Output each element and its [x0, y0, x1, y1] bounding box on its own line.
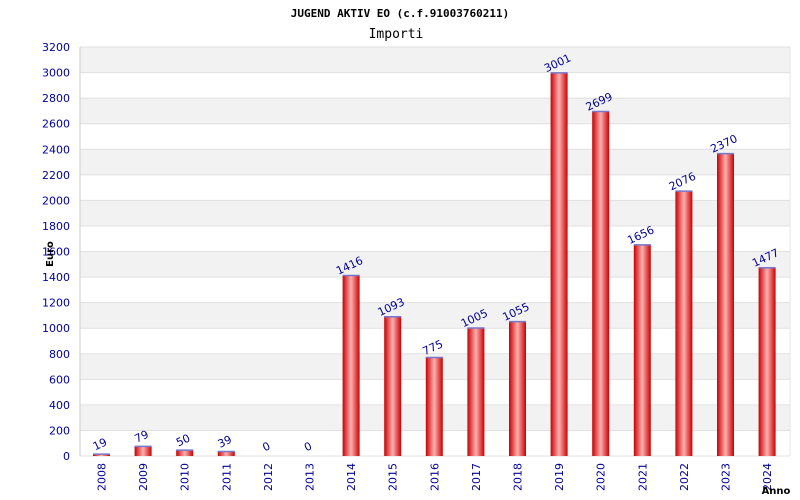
- bar: [384, 316, 402, 456]
- x-tick-label: 2022: [678, 463, 691, 491]
- grid-band: [80, 251, 790, 278]
- bar: [633, 244, 651, 456]
- y-tick-label: 400: [49, 399, 70, 412]
- y-tick-label: 2400: [42, 143, 70, 156]
- x-tick-label: 2013: [304, 463, 317, 491]
- bar: [592, 111, 610, 457]
- plot-background: [79, 46, 791, 457]
- data-label: 0: [261, 439, 273, 454]
- x-tick-label: 2014: [345, 463, 358, 491]
- grid-band: [80, 47, 790, 73]
- x-tick-label: 2010: [179, 463, 192, 491]
- grid-band: [80, 98, 790, 124]
- bar: [550, 72, 568, 456]
- x-axis-label: Anno: [762, 486, 791, 497]
- y-tick-label: 2600: [42, 118, 70, 131]
- x-tick-label: 2009: [137, 463, 150, 491]
- x-tick-label: 2019: [553, 463, 566, 491]
- y-tick-label: 600: [49, 373, 70, 386]
- bar: [134, 445, 152, 456]
- bar: [467, 327, 485, 456]
- data-label: 50: [174, 432, 192, 450]
- x-tick-label: 2021: [636, 463, 649, 491]
- y-tick-label: 3000: [42, 67, 70, 80]
- bar: [176, 449, 194, 456]
- y-tick-label: 2000: [42, 194, 70, 207]
- bar: [758, 267, 776, 456]
- chart-title: JUGEND AKTIV EO (c.f.91003760211): [291, 7, 510, 20]
- y-tick-label: 3200: [42, 41, 70, 54]
- data-label: 0: [302, 439, 314, 454]
- x-tick-label: 2017: [470, 463, 483, 491]
- bar: [717, 153, 734, 456]
- bar-series: [93, 72, 776, 457]
- y-tick-label: 200: [49, 424, 70, 437]
- y-tick-label: 2200: [42, 169, 70, 182]
- x-tick-label: 2011: [220, 463, 233, 491]
- y-tick-label: 1600: [42, 246, 70, 259]
- y-axis-ticks: 0 200 400 600 800 1000 1200 1400 1600 1800 2000 220…: [42, 41, 70, 463]
- x-tick-label: 2023: [720, 463, 733, 491]
- grid-band: [80, 149, 790, 175]
- x-tick-label: 2016: [428, 463, 441, 491]
- data-label: 39: [216, 433, 234, 451]
- y-tick-label: 1800: [42, 220, 70, 233]
- y-tick-label: 2800: [42, 92, 70, 105]
- y-tick-label: 0: [63, 450, 70, 463]
- y-tick-label: 1000: [42, 322, 70, 335]
- y-tick-label: 1400: [42, 271, 70, 284]
- x-axis-ticks: 2008 2009 2010 2011 2012 2013 2014 2015 2016 2017…: [96, 463, 775, 491]
- x-tick-label: 2012: [262, 463, 275, 491]
- data-label: 79: [133, 428, 151, 446]
- y-axis-label: Euro: [45, 241, 56, 267]
- y-tick-label: 1200: [42, 297, 70, 310]
- bar: [509, 321, 526, 456]
- x-tick-label: 2015: [387, 463, 400, 491]
- grid-band: [80, 200, 790, 226]
- bar: [675, 190, 693, 456]
- grid-band: [80, 302, 790, 329]
- data-label: 19: [91, 436, 109, 454]
- x-tick-label: 2008: [96, 463, 109, 491]
- bar: [425, 356, 443, 456]
- chart-subtitle: Importi: [369, 27, 424, 42]
- x-tick-label: 2020: [595, 463, 608, 491]
- y-tick-label: 800: [49, 348, 70, 361]
- bar: [217, 451, 235, 456]
- x-tick-label: 2018: [512, 463, 525, 491]
- bar: [342, 275, 360, 456]
- x-tick-label: 2024: [761, 463, 774, 491]
